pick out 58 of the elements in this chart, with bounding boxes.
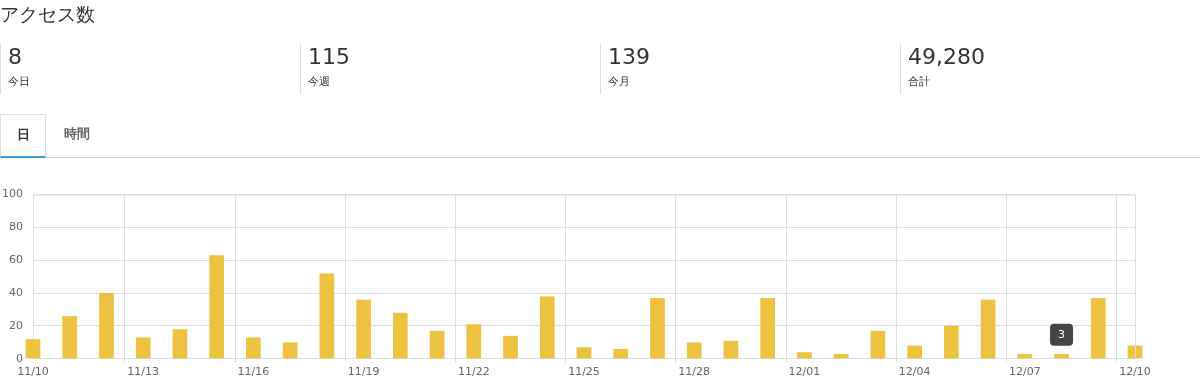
bar [135,337,151,359]
bar [172,329,188,359]
x-tick-label: 11/10 [17,365,49,379]
y-tick-label: 20 [9,318,23,332]
bar [797,352,812,359]
bar [209,255,225,359]
bar [356,299,371,359]
y-tick-label: 80 [9,220,23,234]
bar [760,298,776,359]
bar [980,299,996,359]
bar [1054,353,1069,359]
bar [723,340,739,359]
y-tick-label: 40 [9,285,23,299]
bar [539,296,555,359]
x-tick-label: 12/10 [1119,365,1151,379]
x-tick-label: 11/16 [237,365,270,379]
text: 合計 [908,74,931,89]
text: 今週 [308,74,331,89]
y-tick-label: 60 [9,253,23,267]
bar [319,273,335,359]
y-tick-label: 0 [16,351,23,365]
x-tick-label: 12/07 [1008,365,1041,379]
y-tick-label: 100 [2,187,23,201]
text: 49,280 [908,44,986,70]
bar [870,330,886,359]
text: アクセス数 [0,2,95,27]
text: 時間 [63,125,91,143]
x-tick-label: 12/04 [898,365,931,379]
text: 今日 [8,74,31,89]
bar [503,335,518,359]
bar [429,330,445,359]
bar [650,298,665,359]
bar [99,293,114,359]
bar [466,324,482,359]
x-tick-label: 11/28 [678,365,711,379]
bar [246,337,261,359]
text: 8 [8,44,23,70]
x-tick-label: 12/01 [788,365,821,379]
bar [62,316,78,359]
annotation: 3 [1058,327,1066,341]
bar [907,345,922,359]
bar [1017,353,1033,359]
bar [282,342,298,359]
x-tick-label: 11/25 [568,365,600,379]
text: 115 [308,44,351,70]
text: 日 [0,114,46,158]
bar [392,312,408,359]
x-tick-label: 11/22 [457,365,490,379]
bar [25,339,41,359]
x-tick-label: 11/13 [127,365,160,379]
x-tick-label: 11/19 [347,365,380,379]
bar [686,342,702,359]
bar [576,347,592,359]
text: 今月 [608,74,631,89]
bar [1090,298,1106,359]
bar [613,348,629,359]
bar [943,325,959,359]
text: 139 [608,44,651,70]
